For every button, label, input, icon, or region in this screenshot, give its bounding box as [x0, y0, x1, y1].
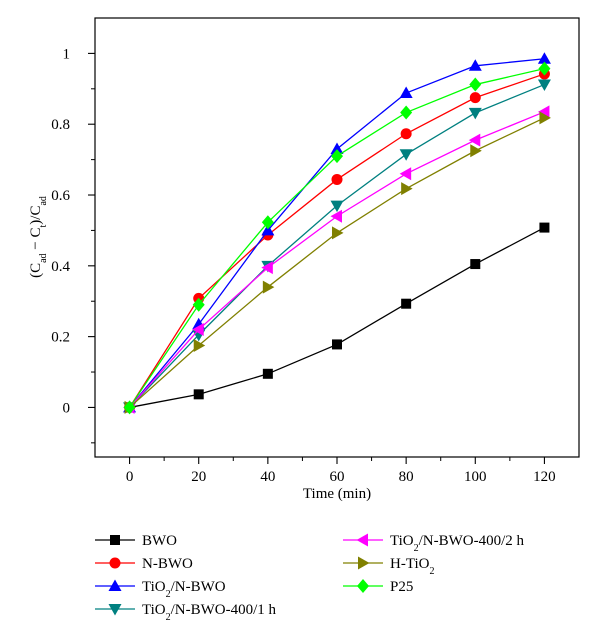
data-point — [123, 400, 136, 415]
y-tick-label: 0.4 — [51, 259, 70, 275]
legend-marker — [109, 557, 121, 569]
data-point — [193, 389, 204, 400]
data-point — [192, 323, 204, 337]
x-axis-label: Time (min) — [303, 486, 371, 502]
data-point — [262, 368, 273, 379]
legend-item: TiO2/N-BWO-400/1 h — [95, 602, 277, 623]
data-point — [332, 226, 344, 240]
x-tick-label: 60 — [330, 469, 345, 485]
data-point — [537, 105, 550, 119]
data-point — [539, 222, 550, 233]
y-tick-label: 1 — [63, 46, 71, 62]
series-p25 — [123, 61, 551, 415]
data-point — [399, 149, 413, 161]
data-point — [331, 149, 343, 164]
data-point — [401, 298, 412, 309]
y-axis-label: (Cad − Ct)/Cad — [28, 196, 49, 278]
y-tick-label: 0.8 — [51, 117, 70, 133]
data-point — [468, 59, 482, 71]
legend-label: N-BWO — [142, 556, 193, 572]
legend-item: TiO2/N-BWO — [95, 579, 226, 600]
data-point — [399, 167, 412, 181]
data-point — [330, 200, 344, 213]
legend-marker — [357, 579, 369, 593]
legend-label: TiO2/N-BWO-400/1 h — [142, 602, 277, 623]
series-n-bwo — [124, 68, 550, 413]
data-point — [539, 111, 551, 125]
data-point — [261, 261, 273, 275]
legend-marker — [108, 579, 122, 591]
legend-item: BWO — [95, 533, 177, 549]
y-tick-label: 0.6 — [51, 188, 70, 204]
y-tick-label: 0.2 — [51, 330, 70, 346]
data-point — [538, 61, 551, 76]
x-tick-label: 40 — [260, 469, 275, 485]
data-point — [261, 215, 274, 230]
data-point — [468, 107, 482, 120]
series-line — [129, 227, 545, 409]
data-point — [262, 280, 275, 294]
legend-marker — [356, 533, 368, 547]
legend-label: H-TiO2 — [390, 556, 434, 577]
x-tick-label: 0 — [126, 469, 134, 485]
data-point — [261, 223, 275, 236]
series-line — [129, 67, 545, 408]
series-bwo — [124, 222, 550, 413]
legend-label: BWO — [142, 533, 177, 549]
legend-label: TiO2/N-BWO — [142, 579, 226, 600]
data-point — [537, 79, 551, 92]
data-point — [469, 92, 481, 104]
series-tio2-n-bwo-400-1-h — [123, 79, 551, 414]
x-axis-ticks: 0 20 40 60 80 100 120 — [126, 457, 556, 485]
data-point — [399, 86, 413, 99]
legend-marker — [108, 604, 122, 616]
plot-frame — [94, 17, 580, 458]
legend-label: TiO2/N-BWO-400/2 h — [390, 533, 525, 554]
data-point — [470, 259, 481, 270]
data-point — [331, 173, 343, 185]
data-point — [469, 77, 482, 92]
series-layer — [123, 52, 551, 415]
data-point — [192, 297, 205, 312]
data-point — [537, 52, 551, 64]
data-point — [193, 338, 206, 352]
data-point — [332, 339, 342, 350]
series-line — [129, 73, 545, 408]
data-point — [470, 144, 482, 158]
legend-item: TiO2/N-BWO-400/2 h — [343, 533, 525, 554]
legend-item: P25 — [343, 579, 413, 595]
x-tick-label: 20 — [191, 469, 206, 485]
x-tick-label: 80 — [399, 469, 414, 485]
y-axis-ticks: 0 0.2 0.4 0.6 0.8 1 — [51, 46, 95, 444]
legend-label: P25 — [390, 579, 413, 595]
legend-marker — [110, 535, 120, 545]
legend-item: N-BWO — [95, 556, 193, 572]
data-point — [330, 142, 344, 154]
data-point — [330, 209, 342, 223]
y-tick-label: 0 — [63, 400, 71, 416]
series-line — [129, 83, 545, 408]
x-tick-label: 100 — [464, 469, 487, 485]
legend-item: H-TiO2 — [343, 556, 434, 577]
x-tick-label: 120 — [533, 469, 556, 485]
data-point — [400, 128, 412, 140]
data-point — [401, 182, 413, 196]
data-point — [400, 105, 413, 120]
legend-marker — [358, 556, 370, 570]
data-point — [468, 133, 481, 147]
